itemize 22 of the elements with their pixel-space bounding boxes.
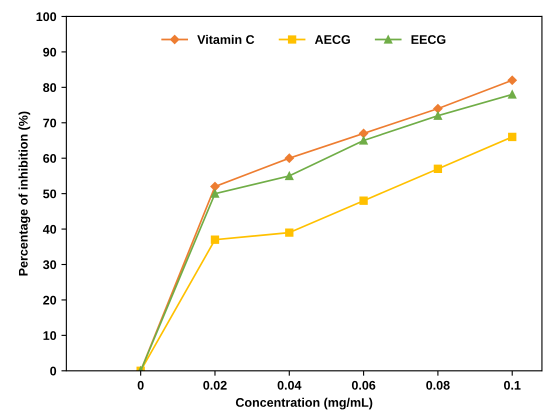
y-tick-label: 40: [42, 224, 56, 234]
y-tick-label: 0: [50, 366, 56, 376]
legend-label: EECG: [412, 35, 446, 44]
legend-label: AECG: [314, 35, 350, 44]
y-tick-label: 100: [36, 12, 56, 22]
x-tick-label: 0.02: [203, 380, 227, 390]
y-tick-label: 70: [43, 118, 56, 128]
x-tick-label: 0.1: [504, 380, 521, 390]
x-tick-label: 0.06: [352, 380, 376, 390]
y-tick-label: 60: [43, 154, 56, 163]
y-tick-label: 80: [43, 83, 56, 92]
legend-label: Vitamin C: [197, 34, 254, 44]
y-tick-label: 50: [43, 189, 56, 198]
y-tick-label: 30: [43, 260, 56, 270]
y-axis-title: Percentage of inhibition (%): [18, 112, 30, 276]
y-tick-label: 20: [43, 296, 56, 305]
x-tick-label: 0.08: [426, 380, 450, 390]
y-tick-label: 10: [44, 331, 56, 340]
x-tick-label: 0.04: [278, 380, 302, 390]
x-axis-title: Concentration (mg/mL): [236, 398, 372, 410]
y-tick-label: 90: [43, 48, 56, 57]
x-tick-label: 0: [138, 380, 144, 390]
